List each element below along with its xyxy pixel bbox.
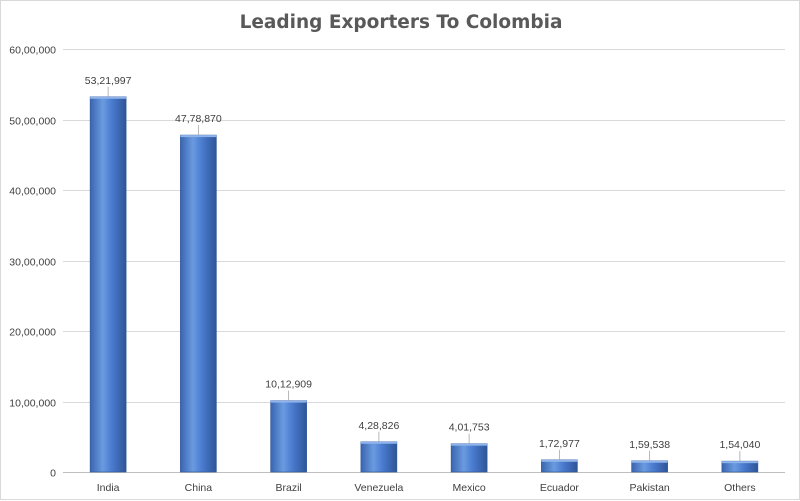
data-label: 1,59,538 xyxy=(629,439,670,451)
y-tick-label: 10,00,000 xyxy=(9,398,56,410)
y-tick-label: 0 xyxy=(50,468,56,480)
label-layer: India 53,21,997 China 47,78,870 Brazil 10,12,… xyxy=(85,75,761,494)
data-label: 1,72,977 xyxy=(539,438,580,450)
bar-top xyxy=(270,400,307,403)
bar-top xyxy=(451,443,488,446)
x-tick-label: India xyxy=(97,482,120,494)
y-tick-label: 40,00,000 xyxy=(9,186,56,198)
data-label: 1,54,040 xyxy=(719,439,760,451)
bar-top xyxy=(360,441,397,444)
bar-top xyxy=(541,459,578,462)
y-tick-label: 50,00,000 xyxy=(9,116,56,128)
bar xyxy=(270,400,307,473)
bar xyxy=(450,443,488,473)
y-tick-label: 20,00,000 xyxy=(9,327,56,339)
x-tick-label: Others xyxy=(724,482,756,494)
bar xyxy=(89,96,127,473)
bar-layer xyxy=(89,96,759,473)
bar-top xyxy=(180,135,217,138)
bar xyxy=(360,441,398,473)
bar-top xyxy=(721,461,758,464)
bar-top xyxy=(90,96,127,99)
x-tick-label: Mexico xyxy=(452,482,485,494)
data-label: 4,01,753 xyxy=(449,422,490,434)
y-tick-label: 30,00,000 xyxy=(9,257,56,269)
x-tick-label: Pakistan xyxy=(629,482,669,494)
chart-title: Leading Exporters To Colombia xyxy=(239,12,563,33)
data-label: 10,12,909 xyxy=(265,379,312,391)
y-tick-label: 60,00,000 xyxy=(9,45,56,57)
x-tick-label: Ecuador xyxy=(540,482,580,494)
bar-top xyxy=(631,460,668,463)
bar xyxy=(180,134,217,473)
x-tick-label: Venezuela xyxy=(354,482,403,494)
x-tick-label: China xyxy=(185,482,213,494)
data-label: 47,78,870 xyxy=(175,113,222,125)
data-label: 53,21,997 xyxy=(85,75,132,87)
x-tick-label: Brazil xyxy=(275,482,301,494)
data-label: 4,28,826 xyxy=(358,420,399,432)
